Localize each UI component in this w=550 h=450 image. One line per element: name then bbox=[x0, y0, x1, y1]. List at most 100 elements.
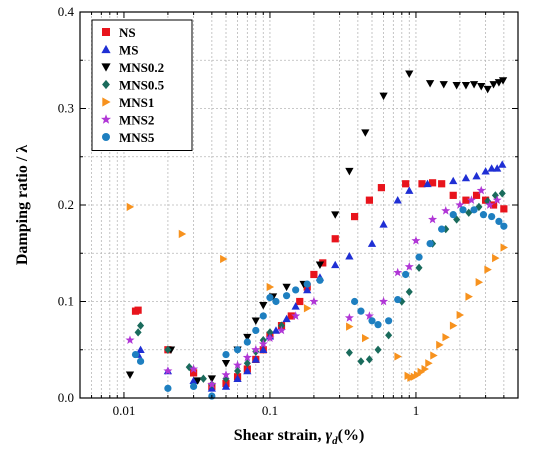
data-point bbox=[220, 254, 228, 264]
data-point bbox=[346, 322, 354, 331]
data-point bbox=[258, 339, 268, 348]
data-point bbox=[495, 217, 503, 226]
series-mns0-2 bbox=[125, 70, 508, 385]
data-point bbox=[345, 348, 353, 357]
legend-label: MS bbox=[119, 43, 139, 58]
data-point bbox=[498, 189, 506, 198]
data-point bbox=[404, 261, 414, 271]
data-point bbox=[494, 79, 504, 87]
data-point bbox=[461, 173, 471, 182]
data-point bbox=[487, 164, 496, 172]
data-point bbox=[243, 366, 252, 375]
data-point bbox=[357, 357, 365, 366]
series-ms bbox=[133, 160, 507, 392]
data-point bbox=[466, 195, 476, 205]
data-point bbox=[276, 325, 287, 335]
data-point bbox=[365, 355, 373, 364]
data-point bbox=[316, 276, 324, 284]
data-point bbox=[417, 367, 425, 377]
y-tick-label: 0.4 bbox=[58, 4, 75, 19]
data-point bbox=[292, 286, 300, 294]
data-point bbox=[368, 317, 376, 325]
data-point bbox=[272, 297, 280, 306]
data-point bbox=[489, 81, 498, 89]
legend-label: MNS1 bbox=[119, 95, 154, 110]
data-point bbox=[455, 200, 465, 209]
data-point bbox=[394, 352, 402, 361]
data-point bbox=[379, 92, 388, 101]
data-point bbox=[438, 225, 446, 233]
data-point bbox=[361, 129, 370, 137]
data-point bbox=[136, 345, 145, 354]
y-tick-label: 0.1 bbox=[58, 294, 74, 309]
data-point bbox=[126, 202, 135, 212]
data-point bbox=[436, 340, 444, 350]
data-point bbox=[449, 191, 457, 199]
data-point bbox=[277, 321, 286, 330]
data-point bbox=[331, 260, 340, 269]
data-point bbox=[367, 239, 377, 247]
data-point bbox=[428, 179, 437, 187]
legend-marker bbox=[102, 28, 110, 36]
data-point bbox=[442, 333, 450, 342]
data-point bbox=[493, 164, 502, 172]
data-point bbox=[379, 220, 388, 228]
data-point bbox=[252, 326, 260, 335]
data-point bbox=[350, 297, 359, 306]
data-point bbox=[189, 364, 199, 373]
data-point bbox=[459, 206, 467, 214]
data-point bbox=[287, 312, 295, 320]
data-point bbox=[483, 85, 492, 94]
legend: NS MS MNS0.2 MNS0.5 MNS1 MNS2 MNS5 bbox=[91, 19, 193, 151]
data-point bbox=[259, 312, 267, 320]
x-axis-title-subscript: d bbox=[332, 435, 338, 447]
data-point bbox=[266, 328, 274, 337]
data-point bbox=[137, 321, 145, 330]
data-point bbox=[488, 212, 496, 221]
data-point bbox=[251, 344, 261, 354]
data-point bbox=[374, 321, 382, 329]
data-point bbox=[418, 180, 426, 188]
legend-label: MNS2 bbox=[119, 113, 154, 128]
x-tick-label: 1 bbox=[413, 403, 420, 418]
legend-marker bbox=[102, 97, 111, 107]
data-point bbox=[449, 176, 458, 185]
data-point bbox=[405, 186, 414, 194]
data-point bbox=[379, 296, 389, 306]
data-point bbox=[415, 253, 423, 261]
data-point bbox=[259, 302, 268, 310]
data-point bbox=[479, 211, 488, 219]
data-point bbox=[377, 184, 386, 192]
data-point bbox=[190, 369, 198, 377]
data-point bbox=[470, 206, 478, 214]
data-point bbox=[362, 334, 370, 343]
data-point bbox=[484, 265, 492, 274]
data-point bbox=[193, 377, 202, 385]
legend-marker bbox=[102, 79, 110, 90]
data-point bbox=[402, 180, 410, 188]
data-point bbox=[309, 296, 319, 306]
data-point bbox=[163, 366, 173, 375]
data-point bbox=[282, 314, 291, 323]
data-point bbox=[331, 211, 340, 219]
series-mns2 bbox=[125, 185, 502, 389]
data-point bbox=[178, 229, 187, 239]
data-point bbox=[344, 313, 354, 322]
data-point bbox=[251, 355, 260, 363]
x-tick-label: 0.01 bbox=[113, 403, 136, 418]
data-point bbox=[345, 167, 354, 176]
data-point bbox=[233, 346, 242, 354]
legend-marker bbox=[101, 63, 111, 72]
data-point bbox=[134, 328, 142, 337]
x-axis-title-unit: (%) bbox=[338, 427, 365, 444]
data-point bbox=[350, 212, 359, 221]
data-point bbox=[394, 295, 402, 304]
x-tick-label: 0.1 bbox=[262, 403, 278, 418]
data-point bbox=[472, 171, 481, 180]
x-axis-title-symbol: γ bbox=[325, 427, 332, 444]
data-point bbox=[489, 201, 498, 209]
data-point bbox=[439, 81, 448, 89]
data-point bbox=[442, 224, 450, 234]
data-point bbox=[411, 235, 421, 245]
